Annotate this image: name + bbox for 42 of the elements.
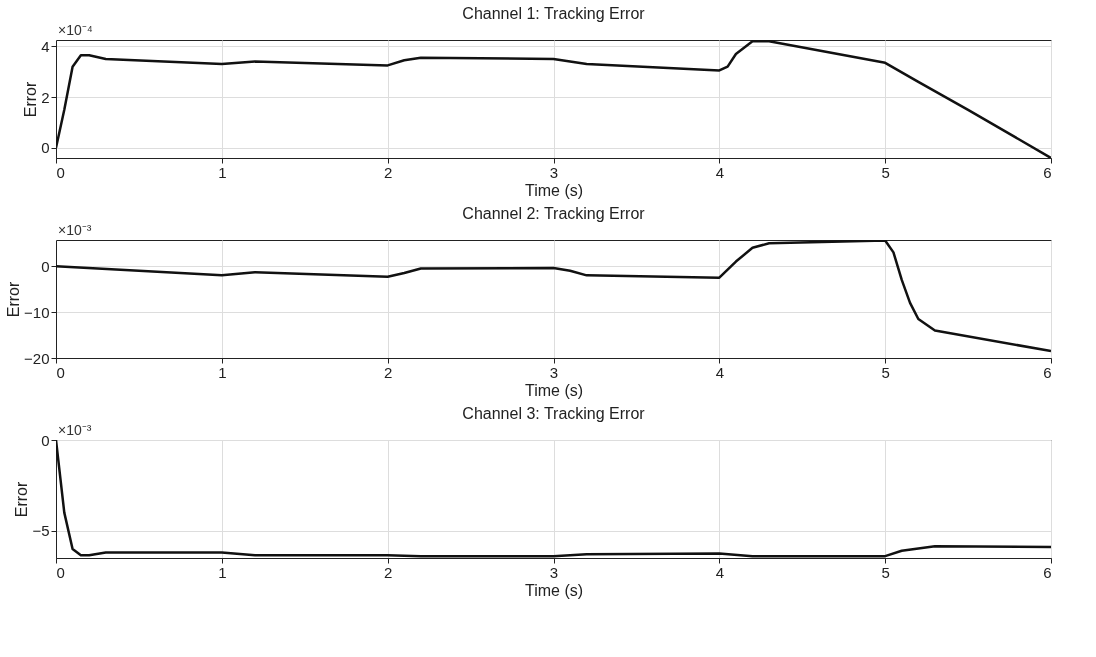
x-tick-label: 6	[1043, 563, 1052, 581]
x-tick-label: 1	[218, 163, 227, 181]
y-tick-label: −10	[24, 303, 50, 321]
y-axis-title: Error	[5, 281, 23, 318]
x-axis-title: Time (s)	[524, 581, 584, 599]
y-axis-title: Error	[13, 481, 31, 518]
x-tick-label: 3	[549, 563, 559, 581]
y-tick-label: −20	[24, 349, 50, 367]
x-tick-label: 1	[218, 563, 227, 581]
y-tick-label: 0	[41, 431, 50, 449]
y-axis-title: Error	[22, 81, 40, 118]
x-axis-title: Time (s)	[524, 181, 584, 199]
x-tick-label: 4	[715, 363, 725, 381]
line-series	[56, 240, 1051, 353]
chart-title: Channel 2: Tracking Error	[462, 205, 646, 222]
y-tick-label: 2	[41, 88, 50, 106]
y-tick-label: 0	[41, 257, 50, 275]
x-tick-label: 2	[383, 363, 393, 381]
y-tick-label: −5	[32, 522, 50, 540]
text: ×10⁻⁴	[58, 22, 93, 38]
x-tick-label: 6	[1043, 363, 1052, 381]
x-tick-label: 5	[881, 363, 890, 381]
x-tick-label: 0	[56, 363, 65, 381]
x-tick-label: 3	[549, 163, 559, 181]
x-tick-label: 4	[715, 163, 725, 181]
text: ×10⁻³	[58, 422, 92, 438]
chart-title: Channel 3: Tracking Error	[462, 405, 646, 422]
x-tick-label: 5	[881, 563, 890, 581]
x-axis-title: Time (s)	[524, 381, 584, 399]
x-tick-label: 2	[383, 563, 393, 581]
chart-title: Channel 1: Tracking Error	[462, 5, 646, 22]
x-tick-label: 6	[1043, 163, 1052, 181]
x-tick-label: 5	[881, 163, 890, 181]
y-tick-label: 0	[41, 139, 50, 157]
x-tick-label: 1	[218, 363, 227, 381]
x-tick-label: 0	[56, 563, 65, 581]
y-tick-label: 4	[41, 37, 50, 55]
x-tick-label: 0	[56, 163, 65, 181]
x-tick-label: 2	[383, 163, 393, 181]
text: ×10⁻³	[58, 222, 92, 238]
x-tick-label: 4	[715, 563, 725, 581]
x-tick-label: 3	[549, 363, 559, 381]
